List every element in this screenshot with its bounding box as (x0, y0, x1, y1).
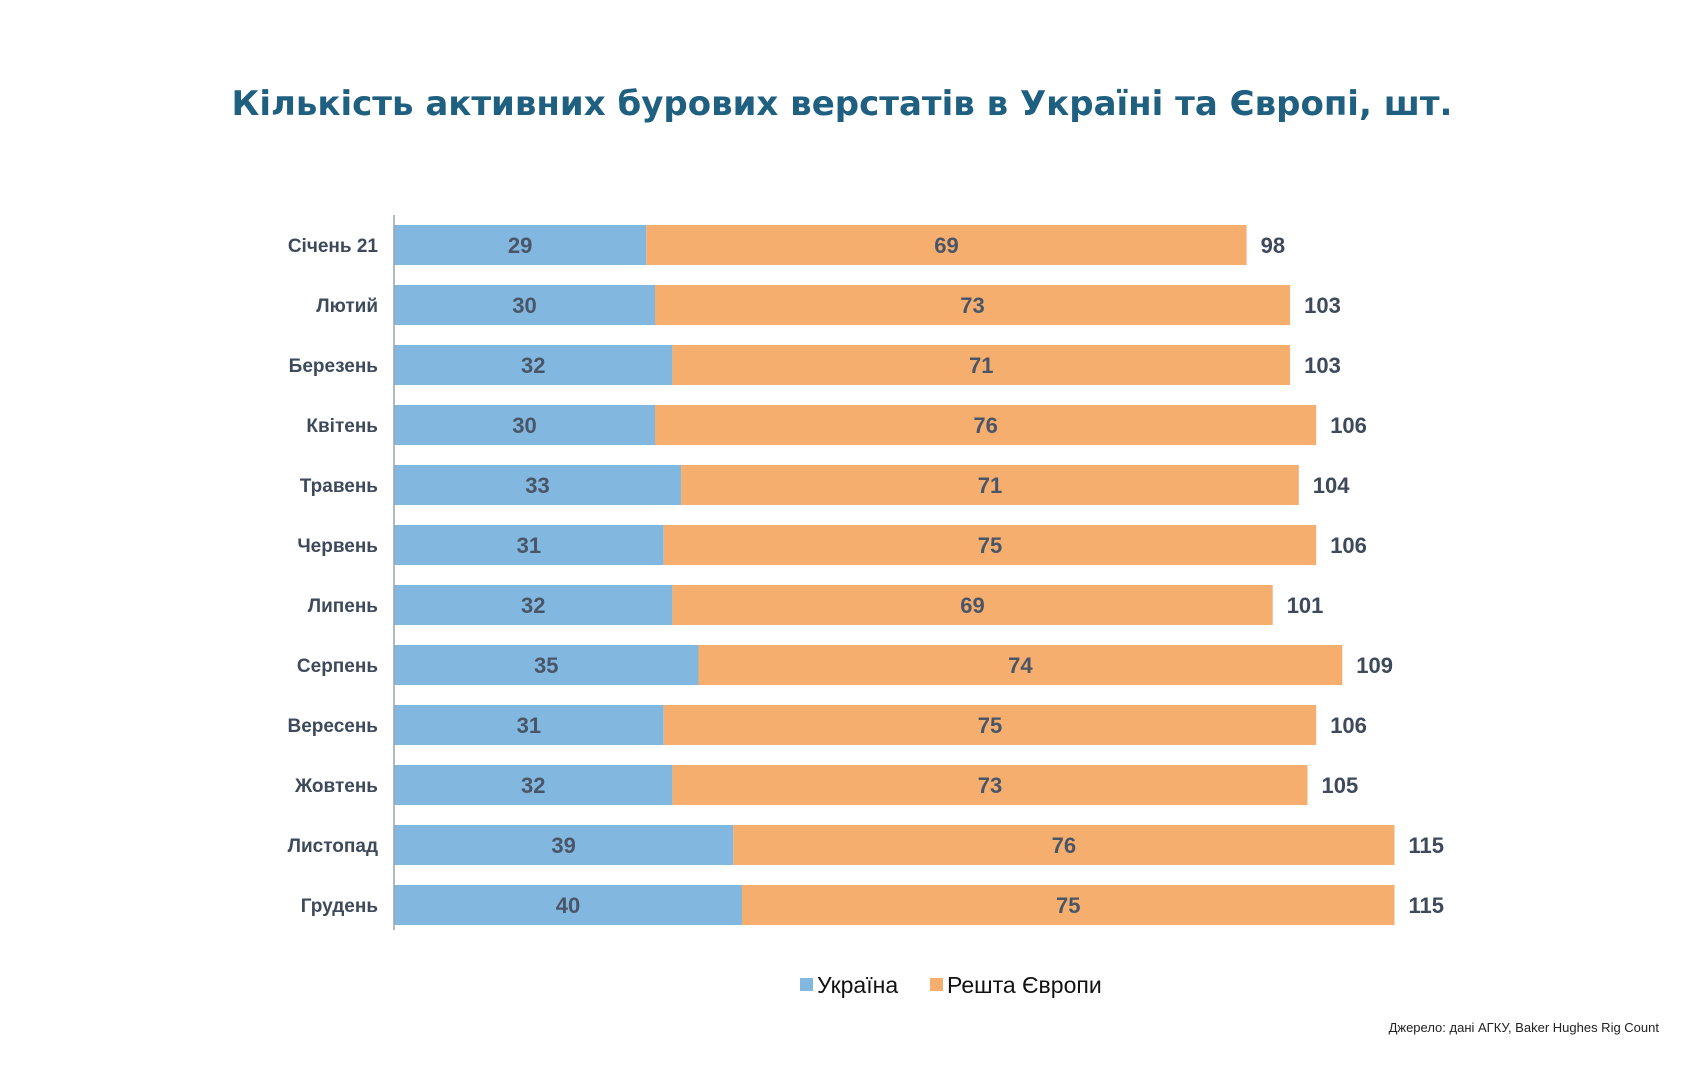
bar-segment-rest-of-europe (655, 405, 1317, 445)
bar-segment-ukraine (394, 465, 682, 505)
legend-label: Україна (817, 972, 898, 998)
bar-segment-rest-of-europe (672, 345, 1291, 385)
data-label: 31 (517, 713, 541, 738)
data-label: 35 (534, 653, 558, 678)
legend-swatch (800, 978, 813, 991)
legend: Україна Решта Європи (800, 972, 1102, 998)
data-label: 33 (525, 473, 549, 498)
total-label: 101 (1287, 593, 1324, 618)
total-label: 106 (1330, 713, 1367, 738)
data-label: 32 (521, 593, 545, 618)
total-label: 98 (1261, 233, 1285, 258)
total-label: 115 (1409, 893, 1445, 918)
bar-segment-ukraine (394, 885, 742, 925)
data-label: 74 (1008, 653, 1033, 678)
category-label: Квітень (306, 416, 378, 437)
category-label: Березень (289, 356, 378, 377)
bar-segment-ukraine (394, 585, 673, 625)
total-label: 109 (1356, 653, 1393, 678)
total-label: 103 (1304, 353, 1341, 378)
data-label: 71 (978, 473, 1002, 498)
bar-segment-ukraine (394, 525, 664, 565)
data-label: 75 (978, 713, 1002, 738)
chart-title: Кількість активних бурових верстатів в У… (231, 84, 1453, 124)
data-label: 73 (960, 293, 984, 318)
bar-segment-ukraine (394, 345, 673, 385)
category-label: Січень 21 (288, 236, 379, 257)
bars-group: Січень 21 29 69 98 Лютий 30 73 103 Березень 32 71 1… (287, 225, 1444, 925)
data-label: 31 (517, 533, 541, 558)
bar-segment-rest-of-europe (646, 225, 1247, 265)
total-label: 104 (1313, 473, 1350, 498)
bar-segment-rest-of-europe (733, 825, 1395, 865)
total-label: 115 (1409, 833, 1445, 858)
category-label: Грудень (301, 896, 378, 917)
bar-segment-rest-of-europe (672, 765, 1308, 805)
bar-segment-rest-of-europe (663, 705, 1317, 745)
legend-label: Решта Європи (947, 972, 1102, 998)
bar-segment-ukraine (394, 825, 734, 865)
bar-segment-rest-of-europe (672, 585, 1273, 625)
data-label: 32 (521, 773, 545, 798)
data-label: 40 (556, 893, 580, 918)
data-label: 69 (934, 233, 958, 258)
bar-segment-ukraine (394, 285, 655, 325)
total-label: 103 (1304, 293, 1341, 318)
data-label: 76 (1052, 833, 1076, 858)
source-note: Джерело: дані АГКУ, Baker Hughes Rig Cou… (1388, 1020, 1659, 1035)
data-label: 71 (969, 353, 993, 378)
data-label: 73 (978, 773, 1002, 798)
category-label: Серпень (297, 656, 378, 677)
category-label: Липень (308, 596, 378, 617)
bar-segment-rest-of-europe (681, 465, 1299, 505)
bar-segment-ukraine (394, 645, 699, 685)
data-label: 75 (978, 533, 1002, 558)
bar-segment-ukraine (394, 405, 655, 445)
data-label: 76 (973, 413, 997, 438)
bar-segment-ukraine (394, 765, 673, 805)
bar-segment-rest-of-europe (742, 885, 1395, 925)
total-label: 106 (1330, 533, 1367, 558)
bar-segment-rest-of-europe (655, 285, 1291, 325)
category-label: Травень (300, 476, 378, 497)
total-label: 105 (1322, 773, 1359, 798)
category-label: Лютий (316, 296, 378, 317)
data-label: 39 (551, 833, 575, 858)
bar-segment-ukraine (394, 225, 647, 265)
category-label: Жовтень (294, 776, 378, 797)
bar-segment-rest-of-europe (698, 645, 1343, 685)
data-label: 75 (1056, 893, 1080, 918)
category-label: Червень (297, 536, 378, 557)
data-label: 32 (521, 353, 545, 378)
legend-swatch (930, 978, 943, 991)
total-label: 106 (1330, 413, 1367, 438)
category-label: Листопад (288, 836, 378, 857)
data-label: 69 (960, 593, 984, 618)
data-label: 29 (508, 233, 532, 258)
data-label: 30 (512, 413, 536, 438)
bar-segment-ukraine (394, 705, 664, 745)
bar-segment-rest-of-europe (663, 525, 1317, 565)
category-label: Вересень (287, 716, 378, 737)
data-label: 30 (512, 293, 536, 318)
